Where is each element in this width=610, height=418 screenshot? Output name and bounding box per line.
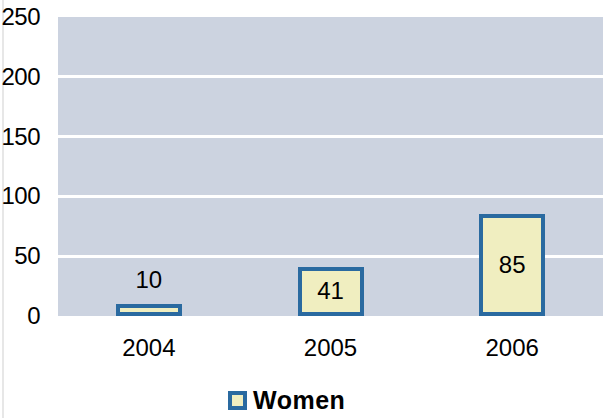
y-axis-label: 250 [0, 5, 40, 29]
x-axis-label: 2004 [89, 336, 209, 360]
legend-label: Women [253, 388, 345, 413]
y-axis-label: 100 [0, 184, 40, 208]
gridline [58, 195, 603, 198]
gridline [58, 135, 603, 138]
y-axis-label: 50 [0, 244, 40, 268]
y-axis-label: 200 [0, 65, 40, 89]
x-axis-label: 2006 [452, 336, 572, 360]
legend-swatch [228, 391, 247, 410]
x-axis-label: 2005 [271, 336, 391, 360]
y-axis-label: 150 [0, 125, 40, 149]
bar-value-label: 85 [472, 253, 552, 277]
bar-chart: 0 50 100 150 200 250 2004 2005 2006 10 41 85 Wome… [0, 0, 610, 418]
bar-2004 [116, 304, 182, 316]
bar-value-label: 41 [291, 279, 371, 303]
bar-value-label: 10 [109, 268, 189, 292]
legend: Women [228, 388, 345, 413]
gridline [58, 75, 603, 78]
y-axis-label: 0 [0, 304, 40, 328]
